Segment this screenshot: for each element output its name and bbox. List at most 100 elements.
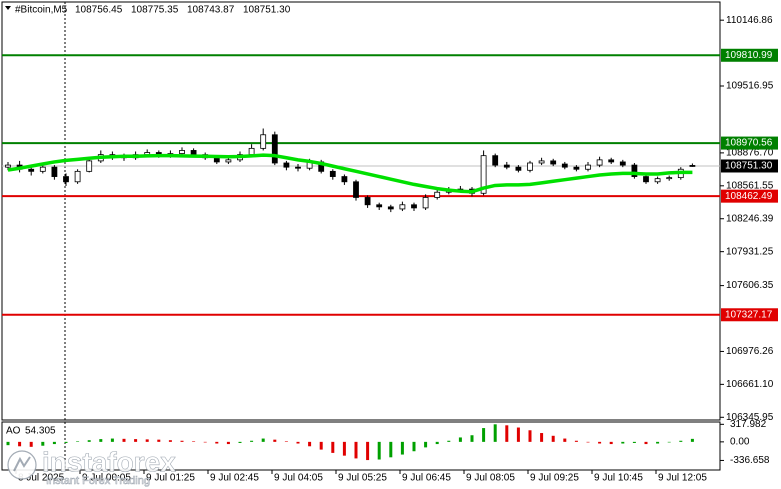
candle-body: [248, 147, 255, 156]
candle-body: [480, 155, 487, 194]
candle-body: [399, 204, 406, 210]
candle-body: [63, 176, 69, 183]
ohlc-close: 108751.30: [243, 5, 291, 16]
watermark: instaforex Instant Forex Trading: [7, 446, 177, 487]
candle-body: [86, 160, 93, 172]
ao-bar: [354, 441, 358, 459]
ao-bar: [308, 441, 312, 447]
x-tick-label: 9 Jul 12:05: [658, 473, 707, 484]
ao-bar: [574, 440, 578, 442]
ao-bar: [157, 439, 161, 442]
candle-body: [596, 159, 603, 166]
candle-body: [631, 164, 638, 177]
y-tick-label: 107606.35: [726, 280, 774, 291]
candle-body: [213, 157, 220, 163]
ao-bar: [493, 424, 497, 442]
ao-bar: [458, 437, 462, 442]
ao-y-tick-label: 0.00: [730, 437, 750, 448]
candle-body: [353, 181, 359, 198]
level-label: 108970.56: [725, 138, 773, 149]
ao-bar: [52, 441, 56, 445]
candle-body: [434, 191, 441, 198]
candle-body: [654, 178, 661, 183]
watermark-tagline: Instant Forex Trading: [46, 475, 150, 487]
candle-body: [643, 176, 649, 183]
candle-body: [329, 170, 336, 177]
ao-bar: [76, 441, 80, 442]
ohlc-open: 108756.45: [75, 5, 123, 16]
candle-body: [51, 166, 58, 177]
x-tick-label: 9 Jul 01:25: [146, 473, 195, 484]
watermark-logo: [7, 450, 37, 480]
plot-layer: 110146.86 109516.95 108876.70 108561.55 1082…: [2, 15, 778, 484]
candle-body: [387, 206, 394, 210]
candle-body: [411, 204, 417, 209]
watermark-logo-mark: [13, 456, 31, 472]
ao-pane: [1, 421, 721, 471]
candle-body: [503, 164, 510, 168]
x-tick-label: 9 Jul 09:25: [530, 473, 579, 484]
ao-bar: [331, 441, 335, 453]
ao-bar: [551, 435, 555, 442]
ao-bar: [192, 441, 196, 442]
ao-bar: [447, 440, 451, 442]
candle-body: [561, 163, 568, 168]
x-tick-label: 8 Jul 2025: [18, 473, 65, 484]
ao-y-tick-label: -336.658: [730, 455, 770, 466]
ao-bar: [342, 441, 346, 456]
ao-bar: [99, 439, 103, 442]
ao-bar: [168, 440, 172, 442]
ao-bar: [482, 428, 486, 442]
candle-body: [585, 164, 591, 170]
watermark-brand: instaforex: [42, 446, 176, 477]
ao-bar: [412, 441, 416, 452]
x-tick-label: 9 Jul 10:45: [594, 473, 643, 484]
ao-bar: [134, 439, 138, 442]
ao-bar: [563, 438, 567, 442]
y-tick-label: 109516.95: [726, 81, 774, 92]
x-tick-label: 9 Jul 04:05: [274, 473, 323, 484]
candle-body: [422, 197, 429, 209]
y-tick-label: 108876.70: [726, 148, 774, 159]
ao-bar: [319, 441, 323, 450]
candle-body: [341, 176, 348, 183]
candle-body: [364, 197, 371, 206]
ao-bar: [424, 441, 428, 448]
ao-bar: [366, 441, 370, 461]
ao-bar: [598, 441, 602, 444]
ao-bar: [632, 441, 636, 443]
ao-bar: [215, 441, 219, 444]
y-tick-label: 106661.10: [726, 379, 774, 390]
y-tick-label: 110146.86: [726, 15, 773, 26]
ao-bar: [540, 433, 544, 442]
candle-body: [538, 160, 545, 164]
ao-bar: [226, 441, 230, 445]
ao-value: 54.305: [25, 426, 56, 437]
moving-average: [7, 153, 693, 194]
x-tick-label: 9 Jul 06:45: [402, 473, 451, 484]
ao-bar: [679, 440, 683, 442]
ao-name: AO: [6, 426, 21, 437]
ao-bar: [296, 441, 300, 444]
candle-body: [74, 170, 81, 183]
ao-bar: [516, 427, 520, 442]
candle-body: [271, 134, 278, 164]
ao-bar: [389, 441, 393, 458]
ao-bar: [586, 441, 590, 443]
ao-bar: [435, 441, 439, 445]
candle-body: [666, 177, 673, 180]
candle-body: [260, 134, 267, 149]
y-tick-label: 106976.26: [726, 346, 774, 357]
candle-body: [190, 150, 197, 156]
ao-bar: [621, 441, 625, 444]
ao-bar: [656, 441, 660, 444]
ao-bar: [203, 441, 207, 443]
ao-bar: [470, 435, 474, 442]
level-box: [721, 136, 778, 150]
current-price-label: 108751.30: [725, 161, 773, 172]
header-marker: [5, 6, 11, 10]
ao-y-tick-label: 317.982: [730, 419, 767, 430]
ao-bar: [505, 425, 509, 442]
